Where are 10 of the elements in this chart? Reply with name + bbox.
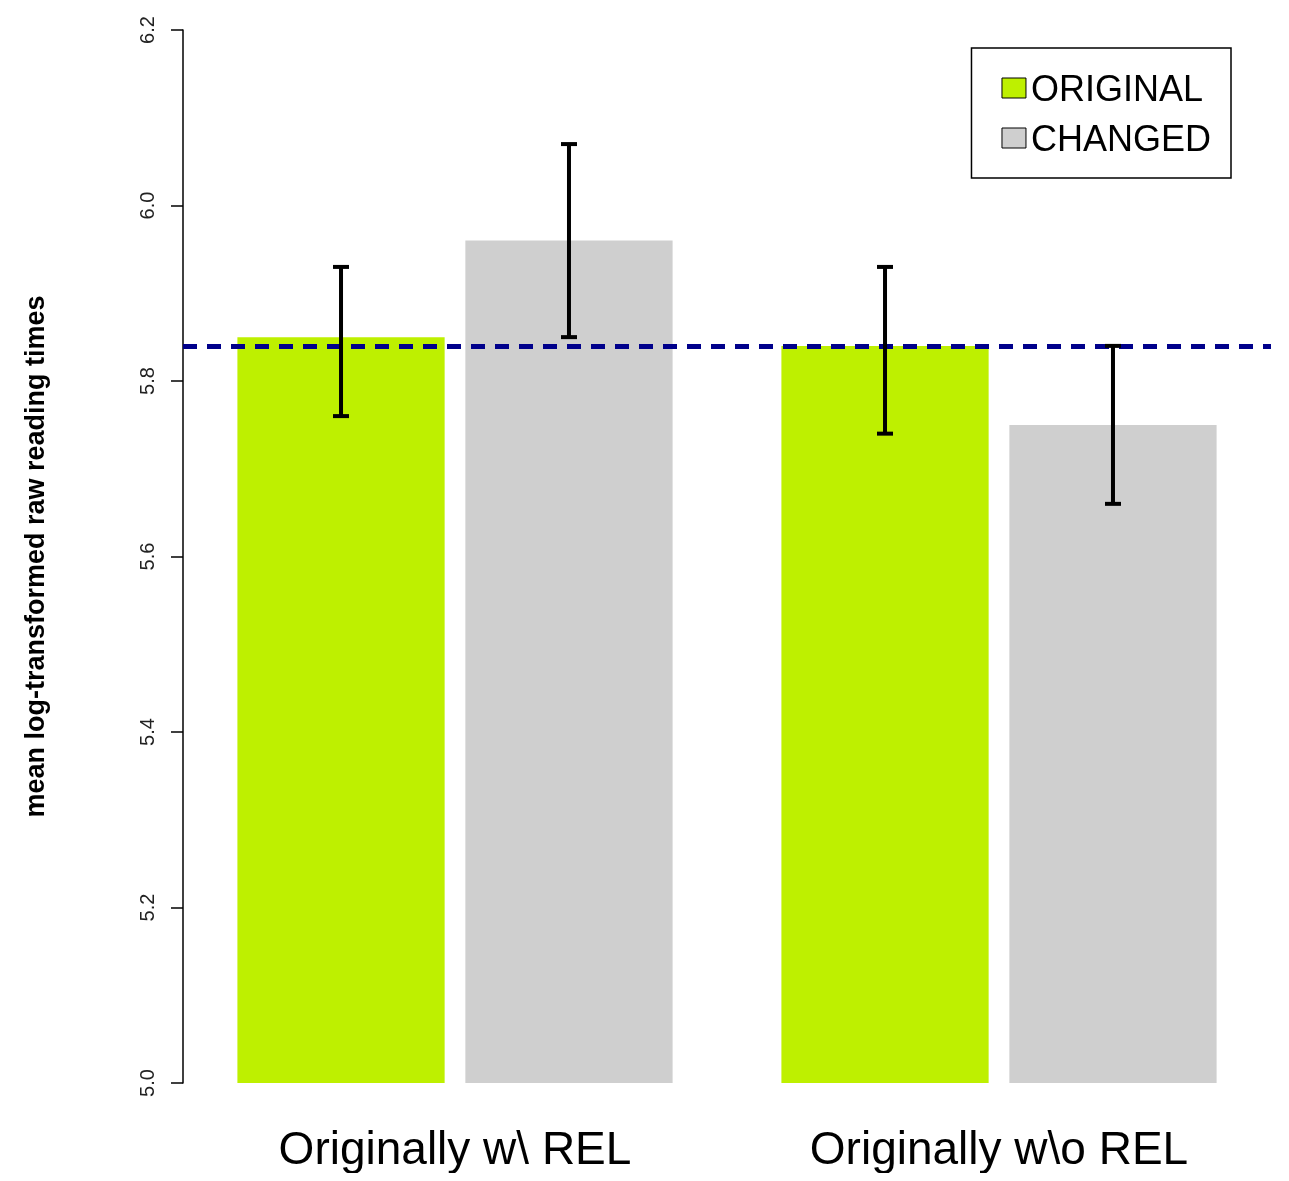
y-tick-label: 5.8 bbox=[136, 367, 158, 395]
legend-label: CHANGED bbox=[1030, 117, 1212, 159]
y-axis-title: mean log-transformed raw reading times bbox=[19, 295, 50, 818]
y-tick-label: 5.6 bbox=[136, 542, 158, 571]
y-tick-label: 5.0 bbox=[136, 1069, 158, 1097]
legend-label: ORIGINAL bbox=[1030, 67, 1204, 109]
y-tick-label: 5.4 bbox=[136, 718, 158, 746]
y-tick-label: 6.0 bbox=[136, 191, 158, 220]
y-tick-label: 6.2 bbox=[136, 16, 158, 44]
y-tick-label: 5.2 bbox=[136, 893, 158, 922]
